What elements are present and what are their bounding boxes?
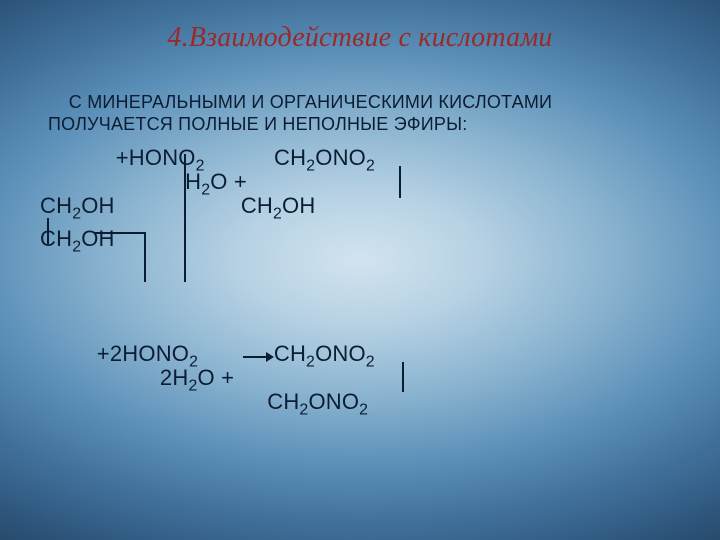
intro-text: С МИНЕРАЛЬНЫМИ И ОРГАНИЧЕСКИМИ КИСЛОТАМИ… — [48, 92, 680, 136]
sub: 2 — [359, 402, 368, 419]
r2-l1-a: +2HONO — [40, 341, 189, 366]
r1-l5-b: OH — [81, 226, 114, 251]
sub: 2 — [273, 206, 282, 223]
r1-l2-pre: H — [40, 169, 201, 194]
r2-l1-c: ONO — [315, 341, 366, 366]
r1-l3-b: OH CH — [81, 193, 273, 218]
arrow-2-head — [266, 352, 274, 362]
reaction-block-1: +HONO2 CH2ONO2 H2O + CH2OH CH2OH CH2OH — [40, 146, 680, 251]
slide: 4.Взаимодействие с кислотами С МИНЕРАЛЬН… — [0, 0, 720, 540]
sub: 2 — [306, 157, 315, 174]
vline-down-1 — [144, 232, 146, 282]
sub: 2 — [72, 238, 81, 255]
r2-l2-pre: 2H — [40, 365, 188, 390]
reaction-block-2: +2HONO2 CH2ONO2 2H2O + CH2ONO2 — [40, 342, 680, 415]
r1-l3-c: OH — [282, 193, 315, 218]
r1-line2: H2O + — [40, 170, 680, 194]
r1-l2-post: O + — [210, 169, 247, 194]
r1-line5: CH2OH — [40, 227, 680, 251]
sub: 2 — [306, 353, 315, 370]
intro-line-2-text: ПОЛУЧАЕТСЯ ПОЛНЫЕ И НЕПОЛНЫЕ ЭФИРЫ: — [48, 114, 467, 134]
hline-bottom-1 — [94, 232, 144, 234]
r2-l3-a: CH — [40, 389, 299, 414]
intro-line-1-text: С МИНЕРАЛЬНЫМИ И ОРГАНИЧЕСКИМИ КИСЛОТАМИ — [48, 92, 552, 112]
r1-l3-a: CH — [40, 193, 72, 218]
r1-l1-c: ONO — [315, 145, 366, 170]
sub: 2 — [72, 206, 81, 223]
r2-line1: +2HONO2 CH2ONO2 — [40, 342, 680, 366]
r1-line1: +HONO2 CH2ONO2 — [40, 146, 680, 170]
vline-left-1 — [47, 218, 49, 244]
spacer — [40, 219, 680, 227]
r2-line2: 2H2O + — [40, 366, 680, 390]
r1-line3: CH2OH CH2OH — [40, 194, 680, 218]
r2-line3: CH2ONO2 — [40, 390, 680, 414]
vline-prod-2 — [402, 362, 404, 392]
r2-l1-b: CH — [198, 341, 306, 366]
sub: 2 — [366, 353, 375, 370]
sub: 2 — [366, 157, 375, 174]
intro-line-2: ПОЛУЧАЕТСЯ ПОЛНЫЕ И НЕПОЛНЫЕ ЭФИРЫ: — [48, 114, 680, 136]
r1-l1-b: CH — [205, 145, 307, 170]
r1-l5-a: CH — [40, 226, 72, 251]
vline-prod-1 — [399, 166, 401, 198]
r2-l3-b: ONO — [308, 389, 359, 414]
r1-l1-a: +HONO — [40, 145, 196, 170]
slide-title: 4.Взаимодействие с кислотами — [0, 22, 720, 54]
intro-line-1: С МИНЕРАЛЬНЫМИ И ОРГАНИЧЕСКИМИ КИСЛОТАМИ — [48, 92, 680, 114]
r2-l2-post: O + — [197, 365, 234, 390]
vline-arrow-1 — [184, 154, 186, 282]
